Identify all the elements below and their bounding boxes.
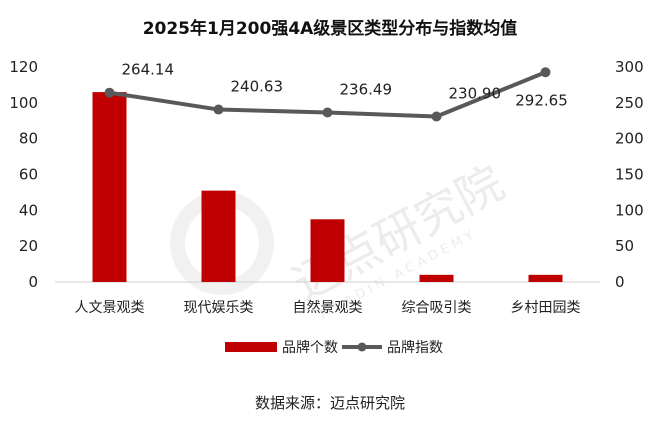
legend-swatch-bar [225,342,277,352]
left-tick-label: 100 [9,94,38,112]
data-label: 236.49 [340,81,393,99]
bar [92,92,127,282]
data-label: 240.63 [231,78,284,96]
right-tick-label: 150 [615,166,644,184]
source-note: 数据来源：迈点研究院 [255,394,405,412]
left-tick-label: 80 [19,130,38,148]
right-tick-label: 250 [615,94,644,112]
category-label: 人文景观类 [75,300,145,316]
bar [528,274,563,282]
category-labels: 人文景观类 现代娱乐类 自然景观类 综合吸引类 乡村田园类 [75,299,581,316]
left-tick-label: 0 [28,273,38,291]
legend: 品牌个数 品牌指数 [225,339,443,356]
right-tick-label: 200 [615,130,644,148]
data-label: 292.65 [515,91,568,109]
data-label: 230.90 [449,85,502,103]
line-point [104,87,115,98]
left-tick-label: 20 [19,237,38,255]
left-tick-label: 40 [19,201,38,219]
category-label: 自然景观类 [293,299,363,316]
right-axis-ticks: 0 50 100 150 200 250 300 [615,58,644,291]
bar [310,219,345,282]
chart-title: 2025年1月200强4A级景区类型分布与指数均值 [143,18,518,39]
bar [201,190,236,282]
right-tick-label: 50 [615,237,634,255]
line-series: 264.14 240.63 236.49 230.90 292.65 [104,61,568,122]
category-label: 综合吸引类 [402,300,472,316]
category-label: 现代娱乐类 [184,300,254,316]
legend-label-line: 品牌指数 [387,339,443,356]
right-tick-label: 300 [615,58,644,76]
bar-series [92,92,563,282]
category-label: 乡村田园类 [511,300,581,316]
line-point [431,111,442,122]
line-point [322,107,333,118]
right-tick-label: 100 [615,201,644,219]
left-tick-label: 120 [9,58,38,76]
data-label: 264.14 [122,61,175,79]
left-tick-label: 60 [19,166,38,184]
line-point [213,104,224,115]
left-axis-ticks: 0 20 40 60 80 100 120 [9,58,38,291]
bar [419,274,454,282]
legend-swatch-marker [357,342,367,352]
legend-label-bar: 品牌个数 [282,339,338,356]
right-tick-label: 0 [615,273,625,291]
line-point [540,67,551,78]
